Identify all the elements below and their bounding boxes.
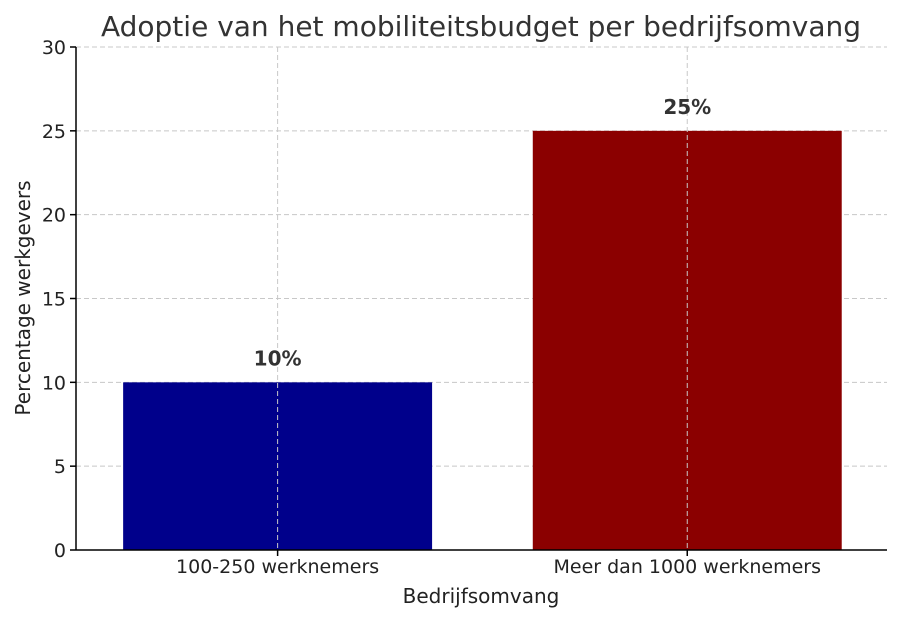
y-tick-label: 15: [42, 289, 66, 311]
y-tick-label: 30: [42, 37, 66, 59]
y-axis-label: Percentage werkgevers: [11, 180, 35, 415]
y-tick-label: 5: [54, 456, 66, 478]
bars: [123, 130, 842, 551]
labels: 0 5 10 15 20 25 30 100-250 werknemers 10% Meer da…: [42, 37, 821, 578]
bar-data-label: 25%: [663, 95, 711, 119]
y-tick-label: 25: [42, 121, 66, 143]
y-tick-label: 20: [42, 205, 66, 227]
axes: [70, 46, 887, 556]
y-tick-label: 0: [54, 540, 66, 562]
x-tick-label: Meer dan 1000 werknemers: [554, 556, 821, 578]
y-tick-label: 10: [42, 372, 66, 394]
vertical-grid-lines: [277, 47, 688, 550]
x-tick-label: 100-250 werknemers: [176, 556, 379, 578]
bar-data-label: 10%: [254, 346, 302, 370]
x-axis-label: Bedrijfsomvang: [403, 584, 560, 608]
chart-title: Adoptie van het mobiliteitsbudget per be…: [101, 10, 861, 43]
